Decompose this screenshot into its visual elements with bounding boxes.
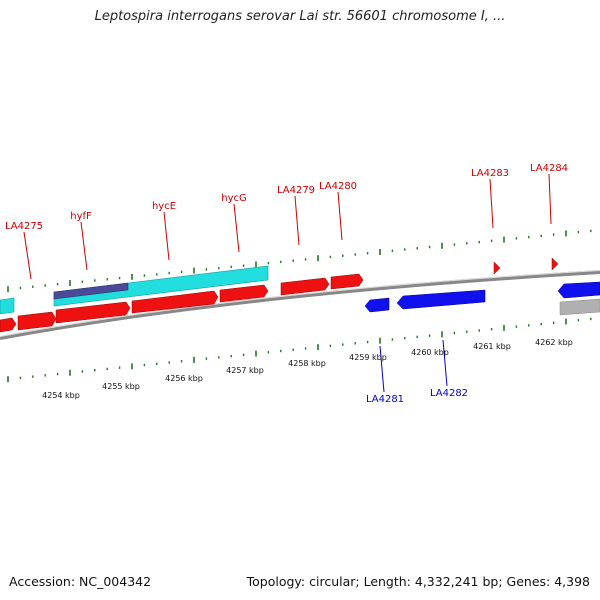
- map-title: Leptospira interrogans serovar Lai str. …: [94, 9, 506, 24]
- forward-gene-arrow[interactable]: [0, 317, 17, 333]
- scale-label: 4256 kbp: [165, 374, 203, 383]
- forward-gene-arrow[interactable]: [55, 301, 131, 324]
- chromosome-backbone: [0, 270, 600, 340]
- scale-label: 4254 kbp: [42, 391, 80, 400]
- gene-label[interactable]: hycE: [152, 201, 176, 212]
- dark-feature[interactable]: [53, 282, 129, 300]
- accession-text: Accession: NC_004342: [9, 574, 152, 589]
- forward-gene-arrow[interactable]: [330, 273, 364, 290]
- scale-label: 4257 kbp: [226, 366, 264, 375]
- reverse-gene-arrow[interactable]: [396, 289, 486, 310]
- scale-labels: 4254 kbp 4255 kbp 4256 kbp 4257 kbp 4258…: [42, 338, 573, 400]
- cyan-feature[interactable]: [53, 265, 269, 307]
- scale-label: 4259 kbp: [349, 353, 387, 362]
- gene-label[interactable]: LA4280: [319, 181, 357, 192]
- reverse-gene-arrow[interactable]: [557, 281, 600, 299]
- reverse-gene-arrow[interactable]: [364, 297, 390, 313]
- forward-gene-arrow[interactable]: [17, 311, 57, 331]
- forward-gene-arrow[interactable]: [493, 261, 501, 275]
- feature-track: [0, 257, 600, 333]
- gene-label[interactable]: hycG: [221, 193, 247, 204]
- scale-label: 4260 kbp: [411, 348, 449, 357]
- scale-label: 4258 kbp: [288, 359, 326, 368]
- gene-label[interactable]: LA4275: [5, 221, 43, 232]
- forward-gene-arrow[interactable]: [219, 284, 269, 303]
- forward-gene-arrow[interactable]: [280, 277, 330, 296]
- forward-gene-arrow[interactable]: [551, 257, 559, 271]
- scale-ticks-inner: [7, 317, 592, 383]
- scale-ticks-outer: [7, 229, 592, 293]
- scale-label: 4255 kbp: [102, 382, 140, 391]
- gene-label[interactable]: LA4284: [530, 163, 568, 174]
- gene-label[interactable]: hyfF: [70, 211, 92, 222]
- gene-label[interactable]: LA4279: [277, 185, 315, 196]
- forward-gene-labels: LA4275 hyfF hycE hycG LA4279 LA4280 LA42…: [5, 163, 568, 280]
- reverse-gene-labels: LA4281 LA4282: [366, 339, 468, 405]
- grey-feature[interactable]: [559, 298, 600, 316]
- scale-label: 4261 kbp: [473, 342, 511, 351]
- forward-gene-arrow[interactable]: [131, 290, 219, 314]
- gene-label[interactable]: LA4283: [471, 168, 509, 179]
- cyan-feature[interactable]: [0, 297, 15, 315]
- gene-label[interactable]: LA4282: [430, 388, 468, 399]
- chromosome-backbone-highlight: [0, 270, 600, 337]
- genome-summary-text: Topology: circular; Length: 4,332,241 bp…: [246, 574, 590, 589]
- gene-label[interactable]: LA4281: [366, 394, 404, 405]
- scale-label: 4262 kbp: [535, 338, 573, 347]
